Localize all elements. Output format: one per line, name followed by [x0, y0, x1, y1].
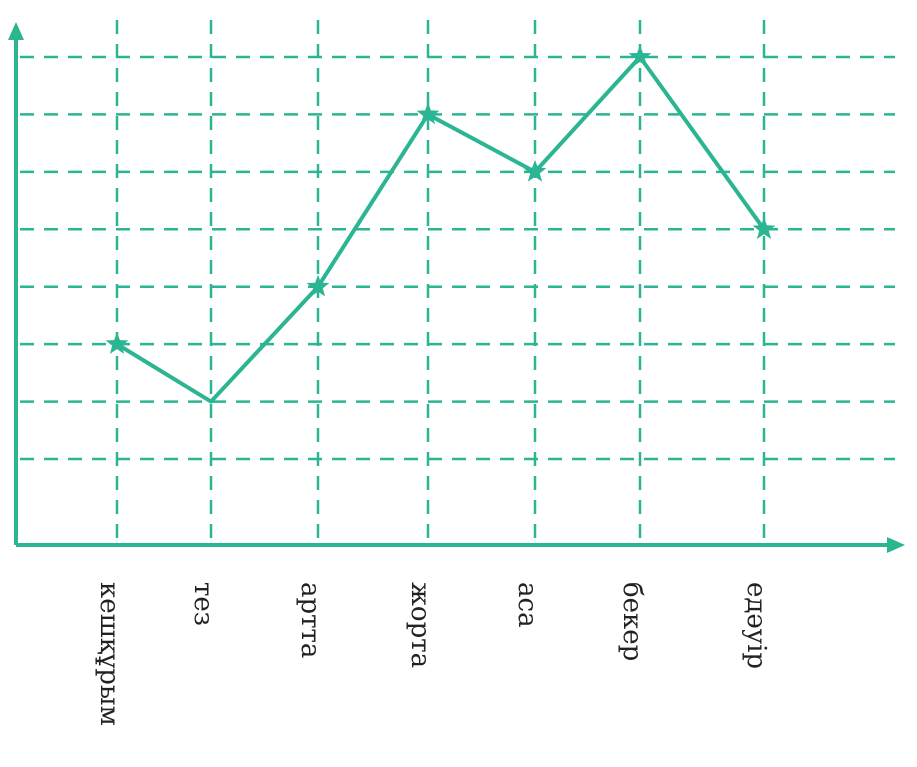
x-tick-label-3: жорта: [405, 582, 435, 668]
x-tick-label-5: бекер: [617, 582, 647, 661]
x-tick-label-2: артта: [295, 582, 325, 658]
x-tick-label-0: кешқұрым: [94, 582, 124, 726]
marker-едәуір: [752, 217, 776, 239]
marker-артта: [306, 274, 330, 297]
x-axis-arrow: [887, 537, 905, 553]
x-tick-labels: кешқұрым тез артта жорта аса бекер едәуір: [94, 582, 771, 726]
vertical-gridlines: [115, 20, 766, 545]
marker-бекер: [628, 45, 652, 67]
x-tick-label-6: едәуір: [741, 582, 771, 669]
axes: [8, 22, 905, 553]
y-axis-arrow: [8, 22, 24, 40]
marker-кешқұрым: [105, 332, 129, 354]
horizontal-gridlines: [20, 55, 895, 461]
x-tick-label-1: тез: [188, 582, 218, 626]
data-markers: [105, 45, 776, 354]
marker-аса: [523, 159, 547, 182]
x-tick-label-4: аса: [512, 582, 542, 628]
marker-жорта: [416, 102, 440, 125]
